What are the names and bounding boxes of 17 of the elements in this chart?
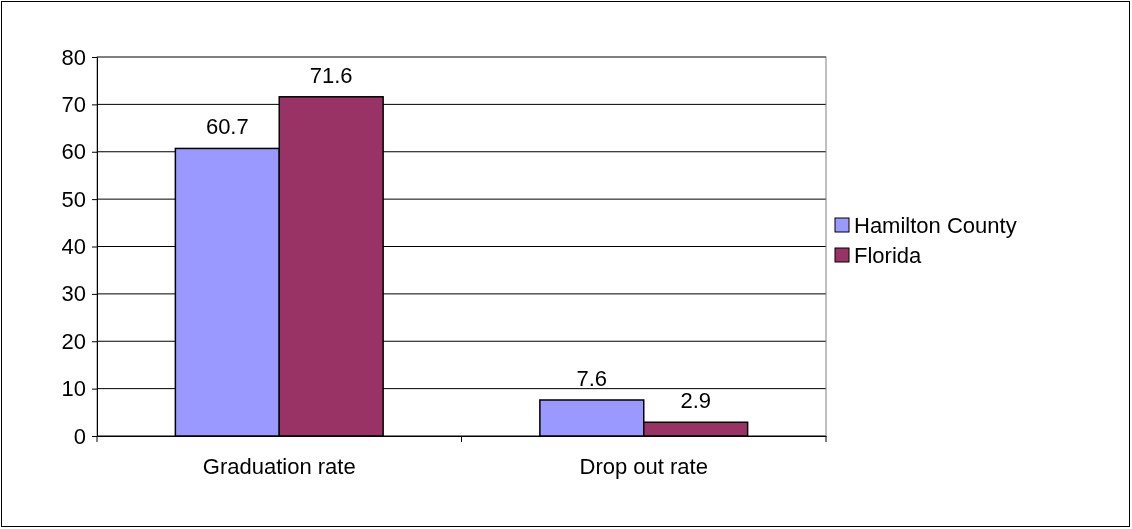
data-label: 60.7: [205, 114, 249, 140]
x-tick-label: Drop out rate: [579, 453, 708, 479]
y-tick-label: 0: [73, 423, 86, 449]
x-tick-label: Graduation rate: [202, 453, 356, 479]
y-tick-label: 70: [61, 91, 86, 117]
legend-label: Hamilton County: [854, 213, 1017, 238]
y-tick-label: 10: [61, 376, 86, 402]
data-label: 7.6: [576, 365, 608, 391]
data-label: 71.6: [309, 62, 353, 88]
y-tick-label: 40: [61, 234, 86, 260]
y-tick-label: 60: [61, 139, 86, 165]
data-label: 2.9: [680, 388, 711, 414]
y-tick-label: 80: [61, 44, 86, 70]
y-tick-label: 30: [61, 281, 86, 307]
y-tick-label: 20: [61, 328, 86, 354]
legend-label: Florida: [854, 243, 923, 268]
y-tick-label: 50: [61, 186, 86, 212]
